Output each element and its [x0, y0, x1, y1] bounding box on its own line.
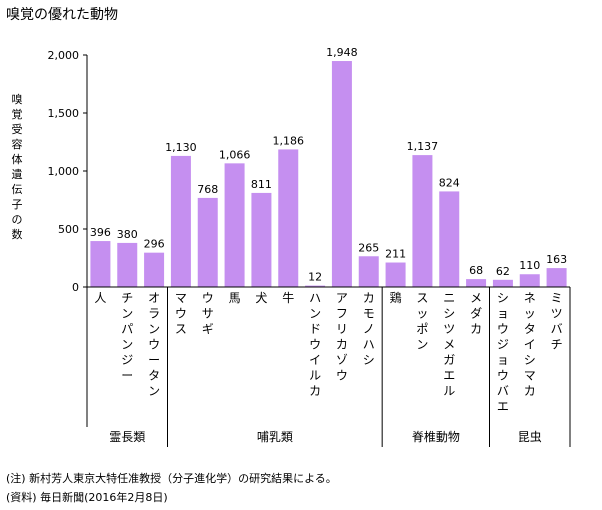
x-tick-label: ニシツメガエル: [443, 291, 455, 398]
bar: [278, 149, 299, 287]
bar: [197, 197, 218, 287]
data-label: 62: [496, 265, 510, 278]
x-tick-label: ショウジョウバエ: [497, 291, 509, 414]
data-label: 12: [308, 271, 322, 284]
x-tick-label: マウス: [175, 291, 187, 336]
bar: [466, 279, 487, 287]
x-category-labels: 人 チンパンジー オランウータン マウス ウサギ 馬犬 牛 ハンドウイルカ アフリカゾウ カモノハ…: [94, 290, 562, 414]
bar: [412, 155, 433, 287]
data-label: 396: [90, 226, 111, 239]
x-tick-label: 牛: [282, 290, 294, 305]
data-label: 824: [439, 176, 460, 189]
bar: [385, 262, 406, 287]
data-label: 110: [519, 259, 540, 272]
x-tick-label: 馬: [229, 291, 241, 305]
y-axis-label: 嗅覚受容体遺伝子の数: [11, 93, 23, 241]
x-tick-label: ネッタイシマカ: [524, 291, 536, 398]
data-label: 1,066: [219, 148, 251, 161]
data-label: 1,130: [165, 141, 197, 154]
group-label: 昆虫: [518, 430, 542, 444]
bar: [117, 242, 138, 287]
bar: [439, 191, 460, 287]
data-label: 296: [144, 238, 165, 251]
x-tick-label: 鶏: [390, 291, 402, 305]
x-tick-label: オランウータン: [148, 291, 160, 398]
bar: [519, 274, 540, 287]
data-label: 163: [546, 253, 567, 266]
x-tick-label: メダカ: [470, 291, 482, 336]
data-label: 768: [197, 183, 218, 196]
data-label: 380: [117, 228, 138, 241]
bar-chart: 396 380 296 1,130 768 1,066 811 1,186 12 1,948 265…: [48, 46, 571, 447]
bar: [224, 163, 245, 287]
bar: [492, 279, 513, 287]
bar: [251, 192, 272, 287]
x-tick-label: カモノハシ: [363, 291, 375, 367]
bar: [170, 155, 191, 287]
y-axis: 0 500 1,000 1,500 2,000: [48, 49, 570, 427]
bar: [546, 268, 567, 287]
x-tick-label: スッポン: [416, 291, 428, 352]
bar: [331, 61, 352, 288]
data-label: 68: [469, 264, 483, 277]
x-tick-label: ウサギ: [202, 291, 214, 336]
group-label: 哺乳類: [257, 430, 293, 444]
data-label: 265: [358, 241, 379, 254]
footnote: (注) 新村芳人東京大特任准教授（分子進化学）の研究結果による。: [6, 472, 337, 485]
bar: [144, 252, 165, 287]
data-label: 211: [385, 248, 406, 261]
x-tick-label: ハンドウイルカ: [309, 291, 321, 398]
bars-layer: [90, 61, 567, 288]
data-label: 1,137: [407, 140, 439, 153]
group-label: 霊長類: [109, 430, 145, 444]
y-tick-label: 500: [58, 223, 79, 236]
x-tick-label: チンパンジー: [121, 291, 133, 383]
y-tick-label: 1,000: [48, 165, 80, 178]
data-label: 1,948: [326, 46, 358, 59]
bar: [305, 285, 326, 287]
source-note: (資料) 毎日新聞(2016年2月8日): [6, 491, 168, 504]
x-tick-label: 犬: [255, 291, 267, 305]
group-label: 脊椎動物: [412, 429, 460, 444]
y-tick-label: 0: [72, 281, 79, 294]
value-labels-layer: 396 380 296 1,130 768 1,066 811 1,186 12 1,948 265…: [90, 46, 567, 284]
y-tick-label: 1,500: [48, 107, 80, 120]
group-labels: 霊長類 哺乳類 脊椎動物 昆虫: [109, 287, 571, 447]
x-tick-label: ミツバチ: [551, 291, 563, 352]
x-tick-label: アフリカゾウ: [336, 291, 348, 383]
bar: [90, 241, 111, 287]
y-tick-label: 2,000: [48, 49, 80, 62]
bar: [358, 256, 379, 287]
x-tick-label: 人: [94, 291, 106, 305]
data-label: 811: [251, 178, 272, 191]
data-label: 1,186: [273, 134, 305, 147]
page-title: 嗅覚の優れた動物: [6, 7, 118, 23]
